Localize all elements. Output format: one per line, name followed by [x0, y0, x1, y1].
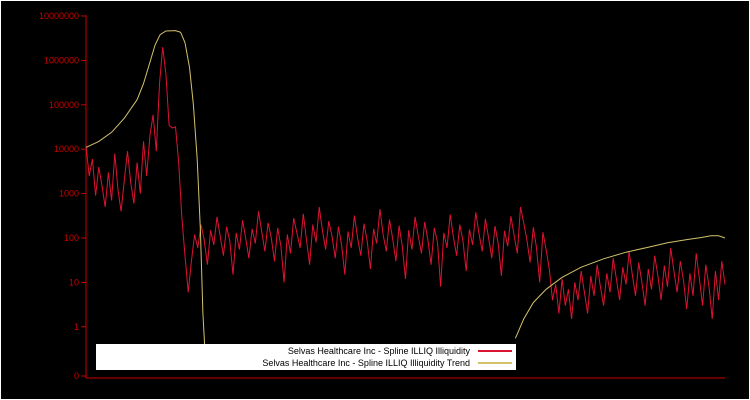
series-line-illiquidity — [85, 46, 726, 320]
legend-line-sample-yellow — [478, 362, 512, 364]
y-tick-label: 10000000 — [39, 11, 79, 21]
y-tick-label: 10 — [69, 277, 79, 287]
legend-label-illiquidity: Selvas Healthcare Inc - Spline ILLIQ Ill… — [287, 346, 470, 356]
y-tick-label: 1 — [74, 322, 79, 332]
y-tick-label: 0 — [74, 371, 79, 381]
y-tick-label: 100000 — [49, 100, 79, 110]
y-tick-label: 10000 — [54, 144, 79, 154]
y-tick-label: 100 — [64, 233, 79, 243]
legend: Selvas Healthcare Inc - Spline ILLIQ Ill… — [96, 344, 516, 370]
legend-label-trend: Selvas Healthcare Inc - Spline ILLIQ Ill… — [262, 358, 470, 368]
y-tick-label: 1000000 — [44, 55, 79, 65]
legend-line-sample-red — [478, 350, 512, 352]
legend-entry-trend: Selvas Healthcare Inc - Spline ILLIQ Ill… — [98, 357, 514, 369]
legend-entry-illiquidity: Selvas Healthcare Inc - Spline ILLIQ Ill… — [98, 345, 514, 357]
series-line-trend-segment-1 — [514, 235, 726, 339]
y-tick-label: 1000 — [59, 189, 79, 199]
series-line-trend-segment-0 — [85, 30, 206, 351]
